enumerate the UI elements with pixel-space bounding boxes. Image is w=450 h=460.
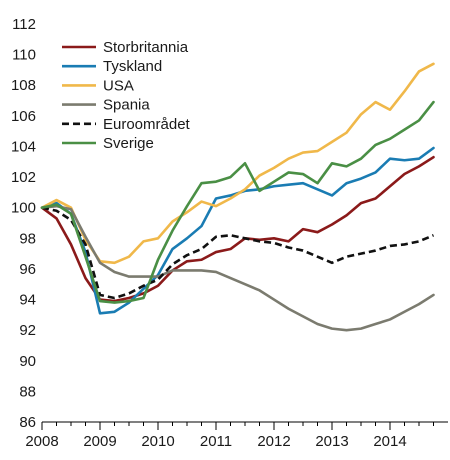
series-line	[40, 62, 435, 265]
y-tick-label: 94	[19, 292, 36, 309]
series-line	[40, 146, 435, 315]
legend-label: Euroområdet	[103, 116, 191, 133]
legend-label: Storbritannia	[103, 39, 189, 56]
legend-label: Sverige	[103, 135, 154, 152]
y-tick-label: 112	[12, 16, 36, 33]
y-tick-label: 108	[11, 77, 36, 94]
y-tick-label: 106	[11, 108, 36, 125]
legend-label: Spania	[103, 97, 150, 114]
y-tick-label: 104	[11, 138, 36, 155]
chart-axes: 86 88 90 92 94 96 98 100 102 104 106 108 110 112 2008 2…	[11, 16, 448, 450]
y-tick-label: 92	[19, 322, 36, 339]
legend-label: Tyskland	[103, 58, 162, 75]
series-lines	[40, 62, 435, 332]
x-tick-label: 2008	[25, 433, 58, 450]
x-tick-label: 2011	[200, 433, 232, 450]
y-tick-label: 100	[11, 200, 36, 217]
x-tick-label: 2009	[83, 433, 116, 450]
legend-label: USA	[103, 77, 134, 94]
chart-legend: Storbritannia Tyskland USA Spania Euroområde…	[62, 39, 191, 152]
x-tick-label: 2014	[373, 433, 406, 450]
y-tick-label: 86	[19, 414, 36, 431]
series-line	[40, 100, 435, 304]
x-tick-label: 2012	[257, 433, 290, 450]
y-tick-label: 88	[19, 383, 36, 400]
y-tick-label: 102	[11, 169, 36, 186]
x-tick-label: 2010	[141, 433, 174, 450]
series-line	[40, 204, 435, 332]
series-line	[40, 155, 435, 303]
y-tick-label: 98	[19, 230, 36, 247]
y-tick-label: 90	[19, 353, 36, 370]
series-line	[41, 206, 435, 300]
y-tick-label: 96	[19, 261, 36, 278]
x-tick-label: 2013	[315, 433, 348, 450]
y-tick-label: 110	[12, 47, 36, 64]
